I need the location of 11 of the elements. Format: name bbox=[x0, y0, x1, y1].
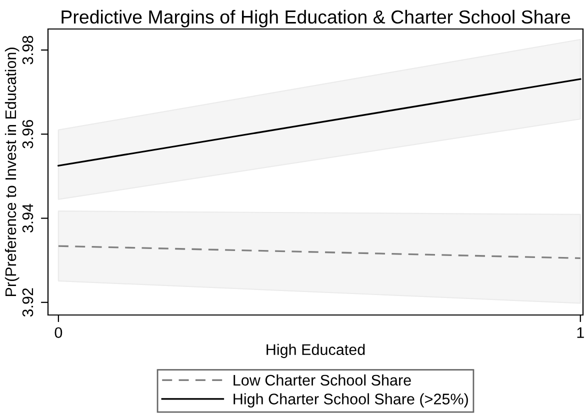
y-tick-label: 3.96 bbox=[22, 120, 34, 148]
y-axis-title: Pr(Preference to Invest in Education) bbox=[4, 48, 20, 296]
x-tick-label: 1 bbox=[577, 327, 584, 338]
y-tick-label: 3.98 bbox=[22, 36, 34, 64]
y-tick-label: 3.92 bbox=[22, 288, 34, 317]
legend-label: Low Charter School Share bbox=[234, 374, 411, 386]
y-tick-label: 3.94 bbox=[22, 204, 34, 233]
chart-title: Predictive Margins of High Education & Charter School Share bbox=[62, 10, 570, 28]
x-axis-title: High Educated bbox=[266, 344, 365, 358]
legend-label: High Charter School Share (>25%) bbox=[234, 393, 468, 408]
x-tick-label: 0 bbox=[54, 327, 62, 338]
